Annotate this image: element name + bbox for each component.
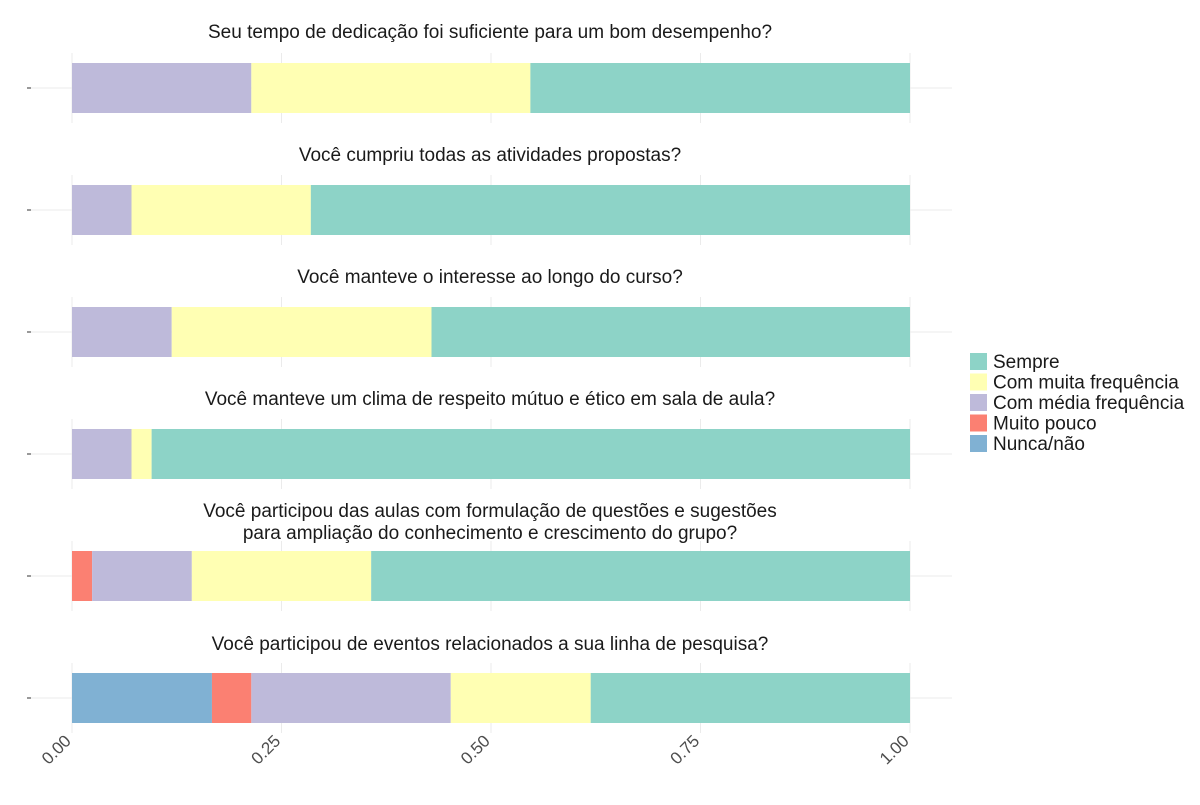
panel-title: Você manteve o interesse ao longo do cur… [297,267,683,288]
legend-label: Com muita frequência [993,373,1179,394]
legend-label: Muito pouco [993,414,1097,435]
x-tick-label: 0.25 [247,731,284,768]
facet-panel: Você manteve o interesse ao longo do cur… [27,267,952,367]
bar-segment [371,551,910,601]
bar-segment [72,307,172,357]
bar-segment [72,429,132,479]
bar-segment [530,63,910,113]
x-tick-label: 0.50 [457,731,494,768]
legend-swatch [970,435,987,452]
x-tick-label: 0.00 [38,731,75,768]
x-tick-label: 1.00 [876,731,913,768]
legend-label: Sempre [993,352,1060,373]
bar-segment [131,185,311,235]
bar-segment [151,429,911,479]
legend-label: Com média frequência [993,393,1185,414]
legend-swatch [970,394,987,411]
panel-title: Você cumpriu todas as atividades propost… [299,145,681,166]
bar-segment [431,307,910,357]
facet-panel: Você manteve um clima de respeito mútuo … [27,389,952,489]
bar-segment [211,673,252,723]
facet-panel: Você cumpriu todas as atividades propost… [27,145,952,245]
bar-segment [72,551,93,601]
panel-title: Você participou de eventos relacionados … [212,634,769,655]
bar-segment [191,551,372,601]
bar-segment [251,673,451,723]
x-tick-label: 0.75 [666,731,703,768]
bar-segment [72,185,132,235]
panel-title: Seu tempo de dedicação foi suficiente pa… [208,22,772,43]
panel-title: Você participou das aulas com formulação… [203,501,777,522]
legend-swatch [970,414,987,432]
legend-swatch [970,373,987,391]
panel-title: para ampliação do conhecimento e crescim… [243,523,737,544]
bar-segment [131,429,152,479]
facet-panel: Seu tempo de dedicação foi suficiente pa… [27,22,952,123]
bar-segment [72,63,252,113]
legend-swatch [970,353,987,370]
bar-segment [171,307,432,357]
bar-segment [310,185,911,235]
bar-segment [590,673,910,723]
legend-label: Nunca/não [993,434,1085,455]
bar-segment [251,63,531,113]
facet-panel: Você participou de eventos relacionados … [27,634,952,733]
bar-segment [72,673,212,723]
bar-segment [450,673,591,723]
panel-title: Você manteve um clima de respeito mútuo … [205,389,775,410]
bar-segment [92,551,192,601]
facet-panel: Você participou das aulas com formulação… [27,501,952,611]
